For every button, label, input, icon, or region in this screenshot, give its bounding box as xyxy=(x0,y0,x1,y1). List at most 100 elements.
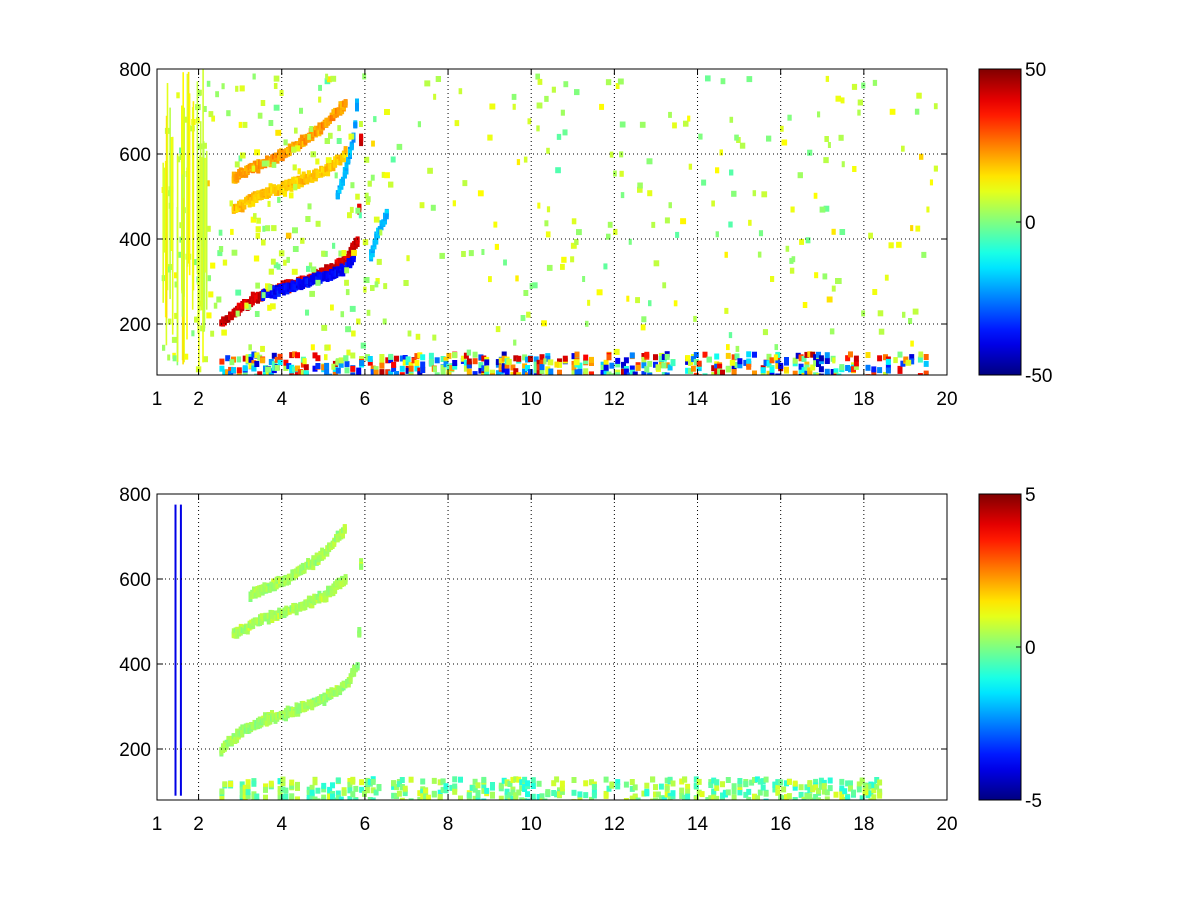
heatmap-cell xyxy=(516,159,521,166)
heatmap-cell xyxy=(294,184,298,191)
heatmap-cell xyxy=(251,801,256,807)
heatmap-cell xyxy=(823,157,829,164)
heatmap-cell xyxy=(774,344,779,351)
heatmap-cell xyxy=(426,794,431,800)
heatmap-cell xyxy=(679,778,685,785)
heatmap-cell xyxy=(735,345,740,352)
heatmap-cell xyxy=(510,789,516,796)
heatmap-cell xyxy=(885,364,891,371)
heatmap-cell xyxy=(752,351,757,358)
heatmap-cell xyxy=(449,801,454,807)
heatmap-cell xyxy=(478,367,484,374)
heatmap-cell xyxy=(690,356,696,363)
heatmap-cell xyxy=(269,376,274,382)
heatmap-cell xyxy=(261,292,266,299)
heatmap-cell xyxy=(348,252,353,258)
heatmap-cell xyxy=(792,797,798,800)
heatmap-cell xyxy=(577,791,583,798)
heatmap-cell xyxy=(423,788,429,795)
heatmap-cell xyxy=(705,75,711,82)
heatmap-cell xyxy=(327,786,333,793)
heatmap-cell xyxy=(798,368,804,374)
heatmap-cell xyxy=(555,167,561,174)
heatmap-cell xyxy=(204,157,206,273)
heatmap-cell xyxy=(799,801,804,807)
heatmap-cell xyxy=(472,358,478,365)
heatmap-cell xyxy=(766,353,772,360)
heatmap-cell xyxy=(324,138,331,144)
x-tick-label: 1 xyxy=(152,389,163,410)
heatmap-cell xyxy=(893,357,898,364)
heatmap-cell xyxy=(574,239,579,245)
heatmap-cell xyxy=(668,375,673,381)
heatmap-cell xyxy=(262,225,266,232)
heatmap-cell xyxy=(498,357,504,364)
heatmap-cell xyxy=(827,785,833,792)
heatmap-cell xyxy=(696,789,702,796)
heatmap-cell xyxy=(715,231,719,238)
heatmap-cell xyxy=(348,133,353,140)
heatmap-cell xyxy=(746,363,752,370)
y-tick-label: 200 xyxy=(119,315,151,336)
x-tick-label: 18 xyxy=(853,814,874,835)
heatmap-cell xyxy=(254,311,260,317)
heatmap-cell xyxy=(359,779,365,786)
heatmap-cell xyxy=(193,259,197,266)
heatmap-cell xyxy=(545,376,550,382)
y-tick-label: 800 xyxy=(119,60,151,81)
heatmap-cell xyxy=(560,263,565,270)
heatmap-cell xyxy=(910,340,914,347)
heatmap-cell xyxy=(609,377,614,383)
heatmap-cell xyxy=(714,353,720,360)
heatmap-cell xyxy=(484,365,490,372)
heatmap-cell xyxy=(923,360,929,367)
heatmap-cell xyxy=(484,369,490,375)
heatmap-cell xyxy=(349,206,354,213)
heatmap-cell xyxy=(510,371,516,375)
heatmap-cell xyxy=(587,299,591,306)
heatmap-cell xyxy=(664,791,670,798)
heatmap-cell xyxy=(737,362,743,369)
heatmap-cell xyxy=(347,796,353,800)
heatmap-cell xyxy=(428,352,434,359)
heatmap-cell xyxy=(693,359,699,365)
heatmap-cell xyxy=(613,170,617,177)
heatmap-cell xyxy=(857,99,863,106)
heatmap-cell xyxy=(525,780,530,787)
heatmap-cell xyxy=(510,364,516,371)
heatmap-cell xyxy=(648,300,652,307)
heatmap-cell xyxy=(600,361,606,368)
heatmap-cell xyxy=(315,158,320,165)
x-tick-label: 10 xyxy=(521,814,542,835)
heatmap-cell xyxy=(545,368,551,375)
heatmap-cell xyxy=(221,329,227,336)
heatmap-cell xyxy=(277,785,283,792)
heatmap-cell xyxy=(384,172,390,179)
heatmap-cell xyxy=(219,358,225,365)
heatmap-cell xyxy=(326,170,331,177)
colorbar-tick-label: 0 xyxy=(1025,213,1036,234)
heatmap-cell xyxy=(295,781,300,788)
heatmap-cell xyxy=(889,108,896,115)
heatmap-cell xyxy=(437,794,443,800)
heatmap-cell xyxy=(596,289,603,296)
heatmap-cell xyxy=(257,112,263,119)
heatmap-cell xyxy=(787,114,792,121)
heatmap-cell xyxy=(548,368,554,375)
heatmap-cell xyxy=(571,218,577,225)
heatmap-cell xyxy=(265,160,270,167)
heatmap-cell xyxy=(374,238,379,245)
heatmap-cell xyxy=(845,355,851,362)
heatmap-cell xyxy=(798,363,804,370)
heatmap-cell xyxy=(763,790,769,797)
heatmap-cell xyxy=(799,238,805,245)
heatmap-cell xyxy=(352,670,357,677)
heatmap-cell xyxy=(746,76,753,83)
heatmap-cell xyxy=(362,800,367,806)
heatmap-cell xyxy=(862,782,868,789)
heatmap-cell xyxy=(592,801,597,807)
heatmap-cell xyxy=(342,527,347,534)
heatmap-cell xyxy=(609,373,615,375)
heatmap-cell xyxy=(391,792,397,799)
heatmap-cell xyxy=(720,792,725,799)
